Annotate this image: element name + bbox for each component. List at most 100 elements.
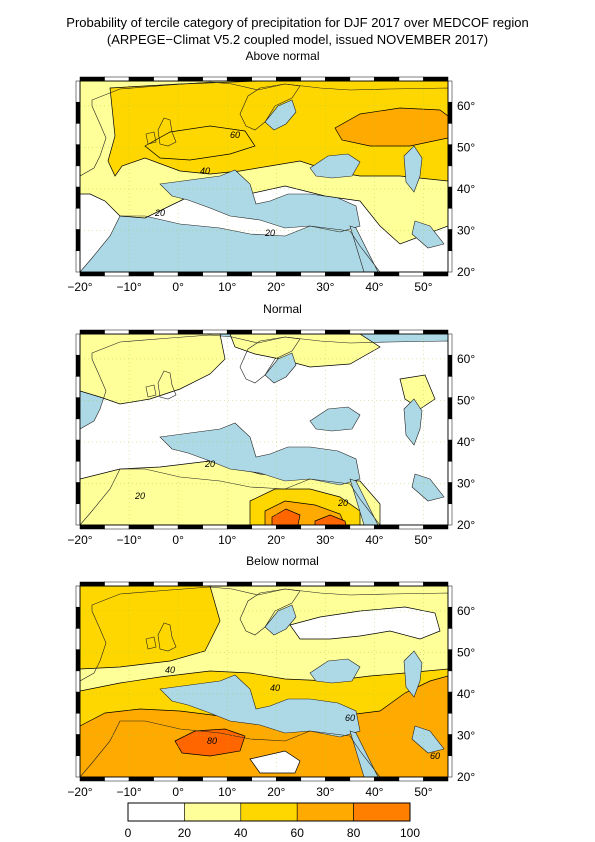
frame-segment <box>276 329 302 335</box>
frame-segment <box>276 524 302 530</box>
frame-segment <box>153 271 179 277</box>
coastline <box>157 117 177 147</box>
sea-basin <box>411 220 445 249</box>
frame-segment <box>104 329 130 335</box>
frame-segment <box>177 581 203 587</box>
title-line-2: (ARPEGE−Climat V5.2 coupled model, issue… <box>106 32 489 47</box>
contour-label: 20 <box>204 459 215 469</box>
frame-segment <box>75 250 81 273</box>
frame-segment <box>202 271 228 277</box>
frame-segment <box>423 271 449 277</box>
frame-segment <box>75 333 81 356</box>
probability-region <box>80 586 221 670</box>
frame-segment <box>104 776 130 782</box>
frame-segment <box>177 524 203 530</box>
frame-segment <box>202 524 228 530</box>
frame-segment <box>447 503 453 526</box>
frame-segment <box>447 439 453 462</box>
frame-segment <box>79 271 105 277</box>
frame-segment <box>276 271 302 277</box>
frame-segment <box>374 776 400 782</box>
lon-tick-label: 20° <box>267 280 285 294</box>
frame-segment <box>75 628 81 650</box>
frame-segment <box>202 329 228 335</box>
title-line-1: Probability of tercile category of preci… <box>66 15 529 30</box>
frame-segment <box>374 329 400 335</box>
coastline <box>80 586 448 777</box>
colorbar-swatch <box>184 802 242 822</box>
lon-tick-label: 0° <box>172 280 184 294</box>
lon-tick-label: 50° <box>414 533 432 547</box>
frame-segment <box>79 776 105 782</box>
coastline <box>157 370 177 400</box>
coastline <box>145 384 157 398</box>
contour-label: 20 <box>134 491 145 501</box>
frame-segment <box>128 76 154 82</box>
map-plot-area <box>80 586 448 777</box>
frame-segment <box>128 271 154 277</box>
frame-segment <box>75 649 81 672</box>
frame-segment <box>447 229 453 252</box>
coastline <box>157 622 177 652</box>
frame-segment <box>325 524 351 530</box>
lon-tick-label: 20° <box>267 785 285 799</box>
colorbar-swatch <box>353 802 411 822</box>
contour-label: 80 <box>207 736 217 746</box>
frame-segment <box>374 524 400 530</box>
probability-region <box>314 514 347 525</box>
frame-segment <box>75 144 81 167</box>
lon-tick-label: 0° <box>172 785 184 799</box>
frame-segment <box>226 329 252 335</box>
lon-tick-label: −10° <box>116 533 141 547</box>
sea-basin <box>264 352 297 384</box>
frame-segment <box>226 271 252 277</box>
lon-tick-label: 30° <box>316 533 334 547</box>
frame-segment <box>300 524 326 530</box>
frame-segment <box>374 76 400 82</box>
frame-segment <box>300 76 326 82</box>
frame-segment <box>177 329 203 335</box>
map-frame <box>75 76 453 277</box>
panel-title-below: Below normal <box>246 554 319 568</box>
frame-segment <box>75 606 81 629</box>
frame-segment <box>447 670 453 693</box>
lon-tick-label: 20° <box>267 533 285 547</box>
frame-segment <box>202 76 228 82</box>
frame-segment <box>447 333 453 356</box>
frame-segment <box>447 418 453 441</box>
frame-segment <box>325 329 351 335</box>
probability-region <box>174 728 246 757</box>
frame-segment <box>447 397 453 420</box>
sea-basin <box>403 145 423 193</box>
frame-segment <box>226 76 252 82</box>
frame-segment <box>447 755 453 778</box>
panel-title-above: Above normal <box>245 49 320 63</box>
colorbar-swatch <box>296 802 354 822</box>
lat-tick-label: 40° <box>457 182 475 196</box>
coastline <box>145 636 157 650</box>
sea-basin <box>411 725 445 754</box>
lon-tick-label: 40° <box>365 785 383 799</box>
sea-basin <box>403 650 423 698</box>
frame-segment <box>104 524 130 530</box>
frame-segment <box>300 329 326 335</box>
frame-segment <box>226 524 252 530</box>
coastline <box>239 336 301 384</box>
frame-segment <box>177 76 203 82</box>
lat-tick-label: 60° <box>457 352 475 366</box>
lat-tick-label: 50° <box>457 645 475 659</box>
contour-label: 40 <box>200 166 210 176</box>
colorbar-swatch <box>240 802 298 822</box>
frame-segment <box>251 524 277 530</box>
frame-border <box>79 333 449 526</box>
sea-basin <box>309 406 361 432</box>
frame-segment <box>75 165 81 188</box>
frame-segment <box>153 776 179 782</box>
sea-basin <box>159 422 361 486</box>
frame-segment <box>75 734 81 757</box>
coastline <box>145 131 157 145</box>
lon-tick-label: 10° <box>218 280 236 294</box>
frame-segment <box>423 776 449 782</box>
frame-segment <box>75 670 81 693</box>
contour-label: 60 <box>430 751 440 761</box>
